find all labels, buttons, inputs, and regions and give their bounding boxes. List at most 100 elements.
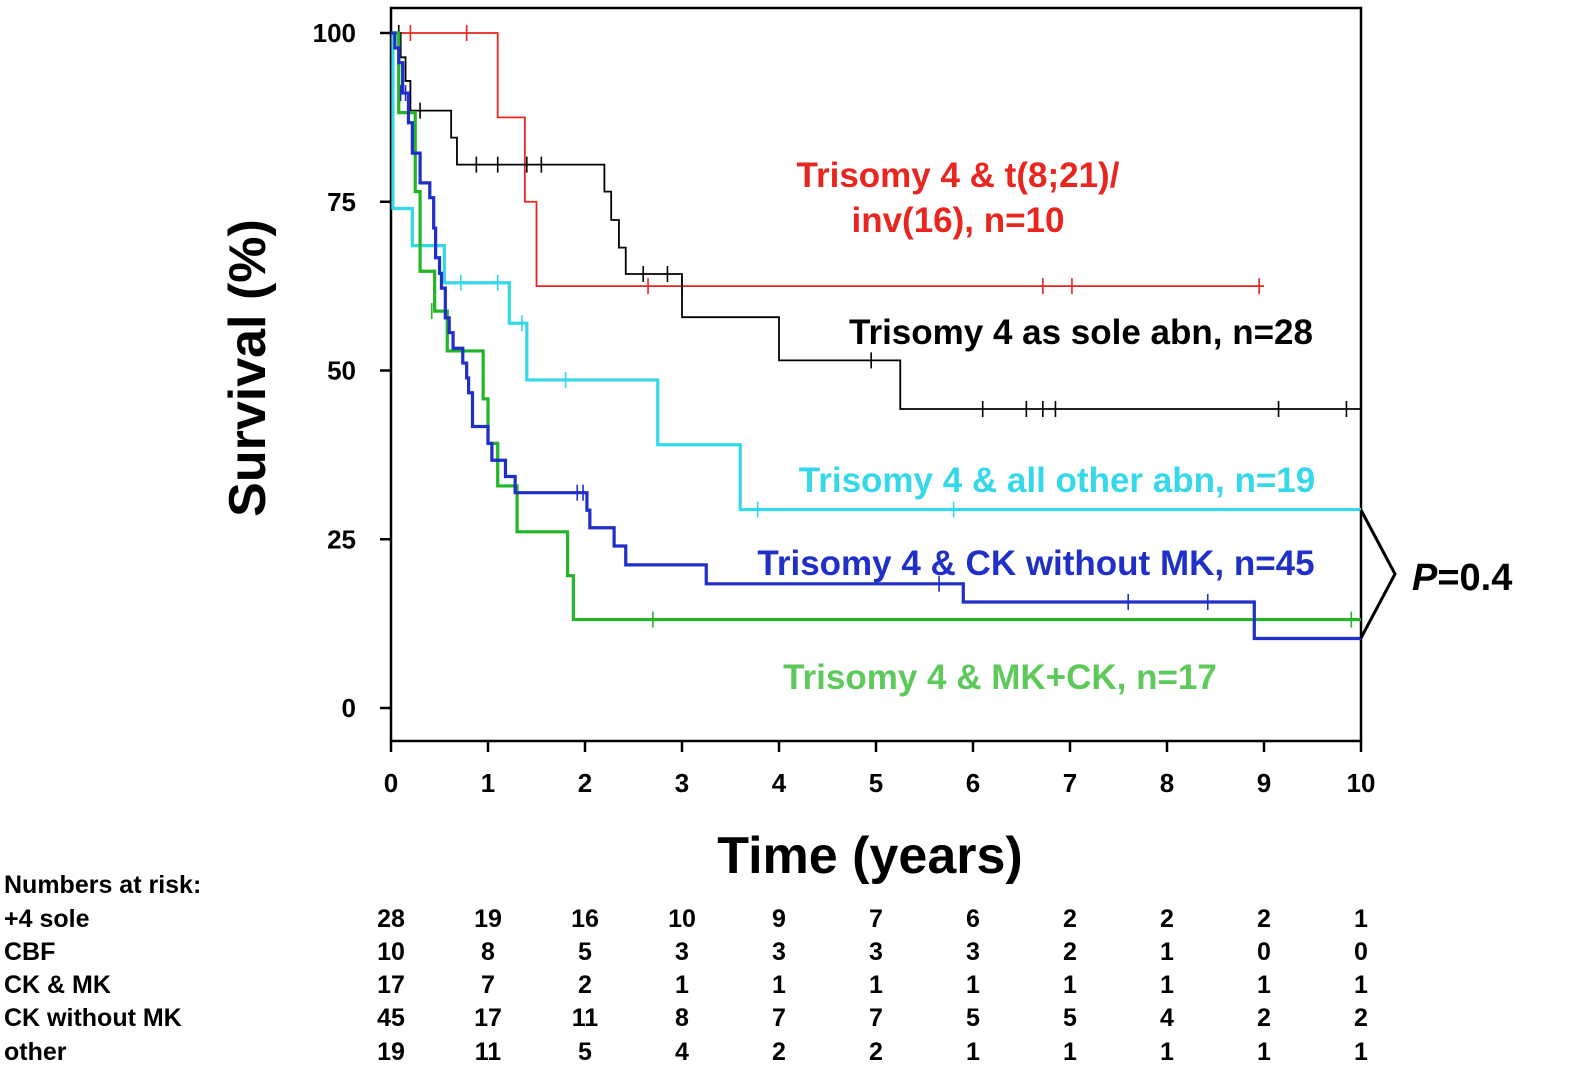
risk-value: 1: [1063, 1038, 1077, 1066]
risk-value: 1: [1354, 905, 1368, 933]
risk-row-label: other: [4, 1038, 67, 1066]
x-axis-title: Time (years): [717, 827, 1022, 885]
risk-value: 2: [1354, 1004, 1368, 1032]
risk-value: 1: [1063, 971, 1077, 999]
y-tick-label: 100: [313, 18, 356, 48]
x-tick-label: 3: [675, 768, 689, 798]
risk-value: 1: [772, 971, 786, 999]
series-0: [391, 25, 1361, 417]
risk-value: 4: [1160, 1004, 1174, 1032]
label-other: Trisomy 4 & all other abn, n=19: [799, 461, 1315, 500]
risk-value: 5: [578, 938, 592, 966]
risk-value: 1: [675, 971, 689, 999]
x-tick-label: 5: [869, 768, 883, 798]
risk-value: 8: [675, 1004, 689, 1032]
risk-table: Numbers at risk: +4 sole 28 19 16 10 9 7 6 2 2 2 1C…: [4, 871, 1368, 1066]
risk-value: 28: [377, 905, 405, 933]
risk-value: 1: [1354, 971, 1368, 999]
series-3: [391, 31, 1361, 641]
risk-value: 9: [772, 905, 786, 933]
risk-value: 0: [1257, 938, 1271, 966]
x-tick-label: 6: [966, 768, 980, 798]
label-cbf-line1: Trisomy 4 & t(8;21)/: [797, 156, 1120, 195]
x-tick-label: 8: [1160, 768, 1174, 798]
series-2: [391, 31, 1361, 518]
risk-value: 11: [572, 1004, 599, 1032]
risk-value: 10: [377, 938, 405, 966]
x-tick-label: 1: [481, 768, 495, 798]
risk-row-label: +4 sole: [4, 905, 90, 933]
risk-value: 1: [1160, 1038, 1174, 1066]
series-4: [391, 31, 1361, 628]
risk-value: 1: [1257, 971, 1271, 999]
series-layer: [391, 25, 1361, 641]
y-tick-label: 25: [327, 524, 356, 554]
risk-table-title: Numbers at risk:: [4, 871, 201, 899]
risk-value: 45: [377, 1004, 405, 1032]
risk-value: 1: [1160, 971, 1174, 999]
risk-value: 4: [675, 1038, 689, 1066]
survival-curve: [391, 32, 1361, 410]
risk-row-label: CK & MK: [4, 971, 111, 999]
x-tick-label: 4: [772, 768, 787, 798]
plot-frame: [389, 6, 1363, 743]
risk-value: 17: [474, 1004, 502, 1032]
risk-value: 1: [1160, 938, 1174, 966]
risk-value: 2: [1160, 905, 1174, 933]
risk-value: 5: [578, 1038, 592, 1066]
label-mk-ck: Trisomy 4 & MK+CK, n=17: [783, 658, 1217, 697]
survival-curve: [391, 32, 1264, 288]
y-tick-label: 75: [327, 187, 356, 217]
survival-curve: [391, 31, 1361, 622]
risk-value: 8: [481, 938, 495, 966]
risk-value: 5: [966, 1004, 980, 1032]
risk-value: 17: [377, 971, 405, 999]
risk-value: 2: [578, 971, 592, 999]
x-tick-label: 2: [578, 768, 592, 798]
label-cbf-line2: inv(16), n=10: [851, 201, 1064, 240]
risk-value: 3: [966, 938, 980, 966]
x-axis: 0 1 2 3 4 5 6 7 8 9 10: [384, 741, 1376, 798]
p-value: P=0.4: [1412, 557, 1512, 599]
risk-value: 2: [1257, 905, 1271, 933]
risk-value: 1: [869, 971, 883, 999]
y-axis-title: Survival (%): [219, 219, 277, 517]
risk-value: 1: [1257, 1038, 1271, 1066]
risk-value: 7: [772, 1004, 786, 1032]
p-value-prefix: P: [1412, 557, 1438, 599]
risk-value: 3: [675, 938, 689, 966]
risk-value: 2: [869, 1038, 883, 1066]
y-tick-label: 0: [342, 693, 356, 723]
label-sole: Trisomy 4 as sole abn, n=28: [849, 313, 1313, 352]
risk-value: 1: [966, 1038, 980, 1066]
p-value-bracket: [1359, 509, 1397, 639]
risk-value: 0: [1354, 938, 1368, 966]
risk-value: 2: [1257, 1004, 1271, 1032]
risk-row-label: CBF: [4, 938, 55, 966]
risk-value: 10: [668, 905, 696, 933]
risk-value: 1: [1354, 1038, 1368, 1066]
risk-value: 6: [966, 905, 980, 933]
x-tick-label: 10: [1347, 768, 1376, 798]
survival-curve: [391, 31, 1361, 641]
risk-value: 7: [869, 905, 883, 933]
risk-value: 1: [966, 971, 980, 999]
risk-value: 19: [474, 905, 502, 933]
risk-value: 19: [377, 1038, 405, 1066]
risk-value: 7: [869, 1004, 883, 1032]
risk-value: 7: [481, 971, 495, 999]
risk-value: 3: [869, 938, 883, 966]
risk-value: 5: [1063, 1004, 1077, 1032]
y-axis: 0 25 50 75 100: [313, 18, 391, 723]
x-tick-label: 9: [1257, 768, 1271, 798]
risk-value: 16: [571, 905, 599, 933]
risk-value: 3: [772, 938, 786, 966]
survival-curve: [391, 31, 1361, 512]
risk-value: 2: [772, 1038, 786, 1066]
x-tick-label: 7: [1063, 768, 1077, 798]
risk-value: 2: [1063, 938, 1077, 966]
y-tick-label: 50: [327, 356, 356, 386]
label-ck-without-mk: Trisomy 4 & CK without MK, n=45: [757, 544, 1314, 583]
x-tick-label: 0: [384, 768, 398, 798]
